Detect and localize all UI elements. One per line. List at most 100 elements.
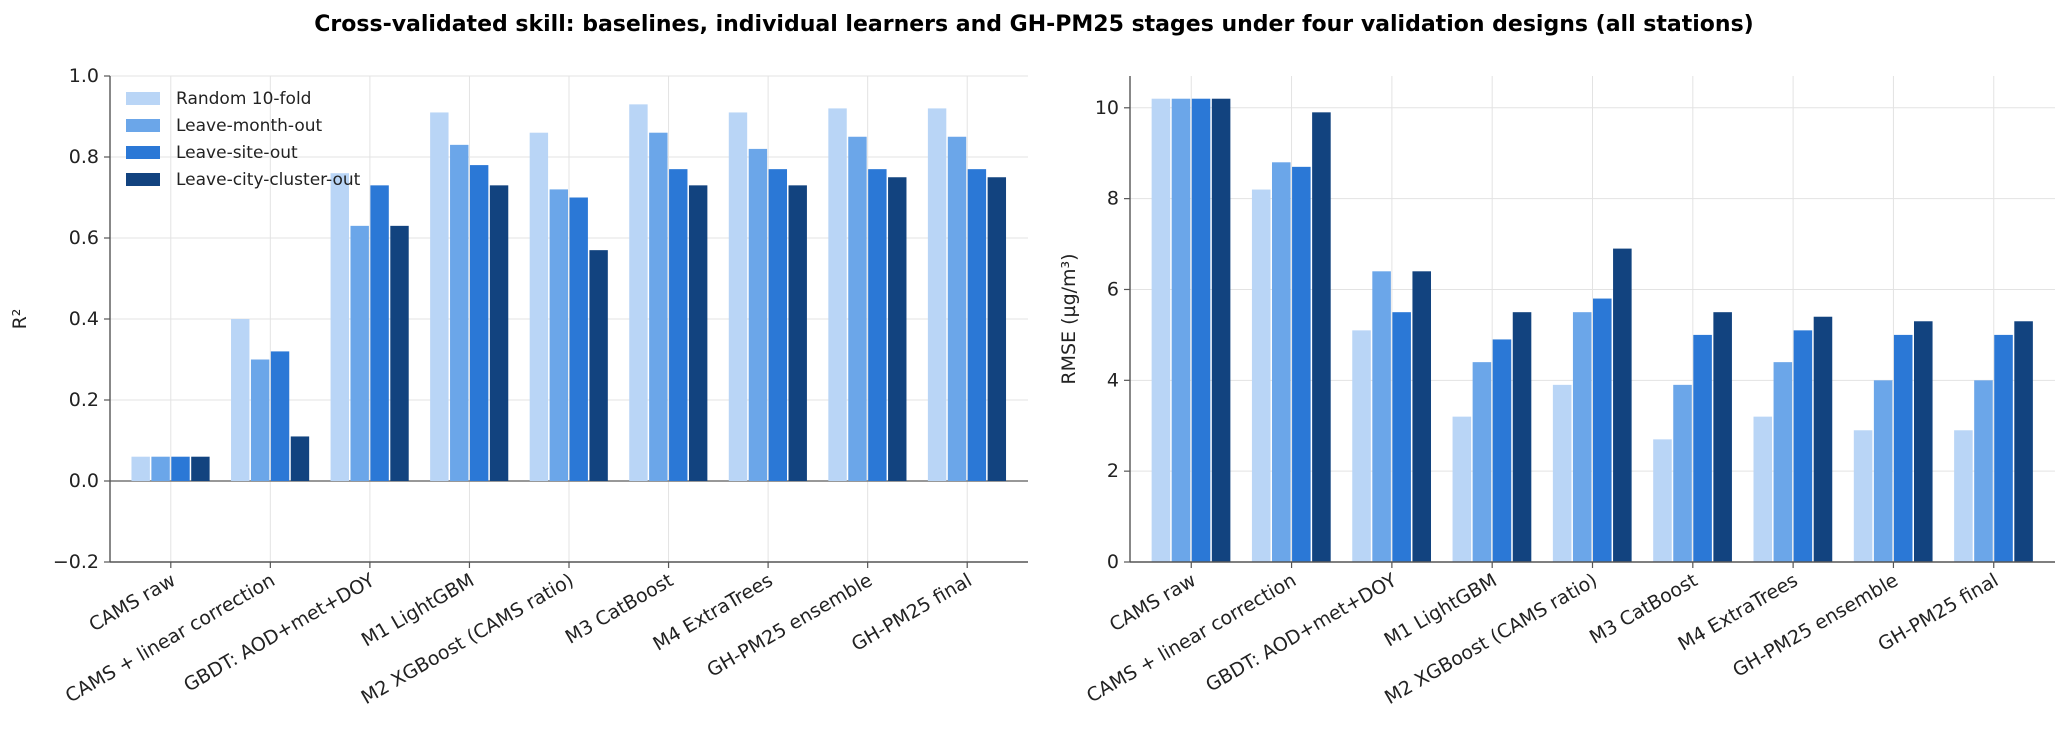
- bar-random-10-fold-gh-pm25-ensemble: [828, 108, 847, 482]
- bar-leave-month-out-m4-extratrees: [1773, 362, 1793, 562]
- y-axis-label: RMSE (µg/m³): [1058, 253, 1080, 384]
- y-tick-label: 2: [1107, 460, 1119, 482]
- x-tick-label: CAMS raw: [1106, 569, 1200, 636]
- bar-leave-site-out-m3-catboost: [1693, 334, 1712, 562]
- y-tick-label: 0: [1107, 551, 1119, 573]
- bar-leave-site-out-m2-xgboost-cams-ratio: [1593, 298, 1612, 562]
- x-tick-label: GBDT: AOD+met+DOY: [180, 569, 379, 696]
- bar-leave-city-cluster-out-m3-catboost: [1713, 312, 1732, 562]
- bar-leave-site-out-cams-linear-correction: [270, 351, 290, 481]
- y-axis-label: R²: [9, 309, 31, 330]
- bar-leave-site-out-gh-pm25-ensemble: [868, 169, 887, 481]
- bar-leave-month-out-gbdt-aod-met-doy: [1372, 271, 1391, 562]
- bar-leave-city-cluster-out-cams-raw: [1211, 98, 1231, 563]
- y-tick-label: 0.4: [69, 308, 99, 330]
- bar-leave-month-out-m1-lightgbm: [1472, 362, 1492, 562]
- y-tick-label: 0.0: [69, 470, 99, 492]
- y-tick-label: 0.8: [69, 146, 99, 168]
- bar-random-10-fold-gh-pm25-ensemble: [1853, 430, 1873, 562]
- x-tick-label: GBDT: AOD+met+DOY: [1202, 569, 1401, 696]
- y-tick-label: 1.0: [69, 65, 99, 87]
- bar-leave-city-cluster-out-gh-pm25-ensemble: [888, 177, 907, 481]
- bar-leave-city-cluster-out-gh-pm25-final: [2014, 321, 2033, 562]
- bar-random-10-fold-gh-pm25-final: [1954, 430, 1973, 562]
- bar-random-10-fold-m1-lightgbm: [430, 112, 449, 481]
- x-tick-label: GH-PM25 ensemble: [1729, 569, 1902, 681]
- bar-leave-city-cluster-out-m3-catboost: [688, 185, 708, 481]
- bar-random-10-fold-cams-raw: [1151, 98, 1171, 563]
- bar-leave-month-out-m3-catboost: [1673, 384, 1692, 562]
- bar-random-10-fold-gbdt-aod-met-doy: [1352, 330, 1371, 562]
- bar-leave-month-out-m4-extratrees: [748, 148, 768, 481]
- bar-random-10-fold-cams-linear-correction: [1251, 189, 1271, 563]
- bar-leave-city-cluster-out-m2-xgboost-cams-ratio: [589, 250, 608, 481]
- bar-leave-city-cluster-out-m4-extratrees: [1813, 316, 1833, 562]
- legend-label-leave-city-cluster-out: Leave-city-cluster-out: [176, 170, 361, 190]
- bar-leave-month-out-cams-raw: [1171, 98, 1191, 563]
- bar-leave-month-out-m1-lightgbm: [450, 144, 469, 481]
- bar-leave-site-out-m2-xgboost-cams-ratio: [569, 197, 588, 481]
- bar-leave-city-cluster-out-m4-extratrees: [788, 185, 807, 481]
- bar-leave-month-out-gh-pm25-ensemble: [1873, 380, 1893, 562]
- legend-label-leave-site-out: Leave-site-out: [176, 143, 298, 163]
- bar-random-10-fold-gh-pm25-final: [927, 108, 947, 482]
- bar-leave-month-out-gh-pm25-ensemble: [848, 136, 867, 481]
- bar-leave-site-out-gh-pm25-final: [967, 169, 987, 481]
- bar-leave-site-out-m4-extratrees: [1793, 330, 1813, 562]
- bar-random-10-fold-m2-xgboost-cams-ratio: [529, 132, 549, 481]
- bar-leave-month-out-gh-pm25-final: [1974, 380, 1993, 562]
- bar-leave-site-out-cams-raw: [171, 456, 190, 481]
- legend-label-random-10-fold: Random 10-fold: [176, 89, 311, 109]
- y-tick-label: 6: [1107, 278, 1119, 300]
- bar-random-10-fold-gbdt-aod-met-doy: [330, 173, 349, 481]
- bar-leave-month-out-m2-xgboost-cams-ratio: [1572, 312, 1592, 562]
- bar-random-10-fold-m2-xgboost-cams-ratio: [1552, 384, 1572, 562]
- x-tick-label: CAMS raw: [85, 569, 179, 636]
- bar-leave-city-cluster-out-cams-linear-correction: [290, 436, 310, 481]
- y-tick-label: 8: [1107, 188, 1119, 210]
- bar-random-10-fold-m3-catboost: [1653, 439, 1672, 562]
- bar-leave-site-out-gbdt-aod-met-doy: [370, 185, 389, 481]
- bar-leave-site-out-gh-pm25-final: [1994, 334, 2013, 562]
- bar-leave-city-cluster-out-gh-pm25-final: [987, 177, 1007, 481]
- bar-random-10-fold-m1-lightgbm: [1452, 416, 1472, 562]
- bar-leave-city-cluster-out-cams-linear-correction: [1312, 112, 1331, 562]
- y-tick-label: 0.2: [69, 389, 99, 411]
- legend-swatch-random-10-fold: [126, 92, 160, 105]
- bar-leave-city-cluster-out-gh-pm25-ensemble: [1913, 321, 1933, 562]
- bar-leave-site-out-cams-linear-correction: [1292, 166, 1311, 562]
- bar-leave-site-out-gh-pm25-ensemble: [1893, 334, 1913, 562]
- bar-leave-month-out-cams-linear-correction: [250, 359, 270, 481]
- bar-leave-month-out-cams-raw: [151, 456, 170, 481]
- figure-title: Cross-validated skill: baselines, indivi…: [314, 12, 1754, 37]
- bar-leave-site-out-m1-lightgbm: [469, 165, 489, 481]
- bar-leave-city-cluster-out-gbdt-aod-met-doy: [1412, 271, 1432, 562]
- bar-random-10-fold-cams-raw: [131, 456, 150, 481]
- bar-leave-site-out-m4-extratrees: [768, 169, 788, 481]
- y-tick-label: 10: [1095, 97, 1119, 119]
- bar-leave-month-out-gbdt-aod-met-doy: [350, 225, 369, 481]
- bar-leave-site-out-gbdt-aod-met-doy: [1392, 312, 1411, 562]
- legend-swatch-leave-site-out: [126, 146, 160, 159]
- bar-leave-city-cluster-out-m1-lightgbm: [1512, 312, 1532, 562]
- legend-label-leave-month-out: Leave-month-out: [176, 116, 323, 136]
- bar-leave-city-cluster-out-m1-lightgbm: [489, 185, 509, 481]
- bar-leave-month-out-m2-xgboost-cams-ratio: [549, 189, 568, 481]
- bar-leave-month-out-cams-linear-correction: [1272, 162, 1291, 562]
- legend-swatch-leave-month-out: [126, 119, 160, 132]
- y-tick-label: −0.2: [53, 551, 99, 573]
- bar-leave-city-cluster-out-m2-xgboost-cams-ratio: [1613, 248, 1632, 562]
- bar-leave-site-out-cams-raw: [1191, 98, 1211, 563]
- bar-random-10-fold-m4-extratrees: [728, 112, 748, 481]
- bar-leave-city-cluster-out-cams-raw: [191, 456, 210, 481]
- bar-random-10-fold-cams-linear-correction: [231, 319, 250, 481]
- bar-leave-month-out-m3-catboost: [649, 132, 668, 481]
- x-tick-label: GH-PM25 ensemble: [703, 569, 876, 681]
- bar-random-10-fold-m4-extratrees: [1753, 416, 1773, 562]
- bar-random-10-fold-m3-catboost: [629, 104, 648, 481]
- legend-swatch-leave-city-cluster-out: [126, 173, 160, 186]
- bar-leave-site-out-m1-lightgbm: [1492, 339, 1512, 562]
